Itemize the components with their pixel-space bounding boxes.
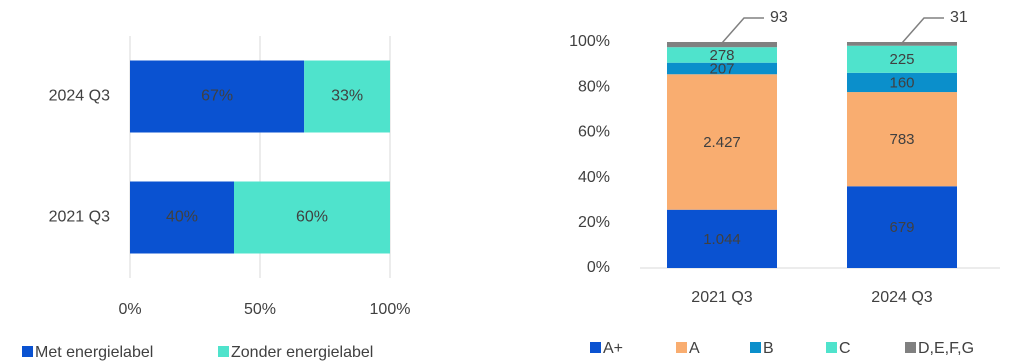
legend-marker: [590, 342, 601, 353]
data-label: 783: [889, 131, 914, 148]
x-tick-label: 2021 Q3: [691, 289, 752, 306]
bar-segment: [667, 209, 777, 268]
data-label: 278: [709, 47, 734, 64]
bar-segment: [847, 72, 957, 93]
leader-line: [901, 17, 944, 44]
data-label: 93: [770, 9, 788, 26]
data-label: 2.427: [703, 134, 741, 151]
data-label: 207: [709, 60, 734, 77]
bar-segment: [667, 42, 777, 48]
leader-line: [721, 17, 764, 44]
data-label: 60%: [296, 209, 328, 226]
legend-marker: [218, 346, 229, 357]
data-label: 67%: [201, 88, 233, 105]
bar-segment: [234, 181, 390, 254]
bar-segment: [847, 186, 957, 268]
bar-segment: [847, 42, 957, 46]
x-tick-label: 2024 Q3: [871, 289, 932, 306]
data-label: 40%: [166, 209, 198, 226]
y-tick-label: 40%: [578, 169, 610, 186]
y-tick-label: 2021 Q3: [49, 209, 110, 226]
legend-marker: [750, 342, 761, 353]
x-tick-label: 50%: [244, 301, 276, 318]
bar-segment: [847, 45, 957, 73]
legend-label: B: [763, 340, 774, 357]
bar-segment: [667, 62, 777, 75]
legend-label: C: [839, 340, 851, 357]
data-label: 225: [889, 51, 914, 68]
legend-label: Met energielabel: [35, 344, 153, 361]
legend-label: A: [689, 340, 700, 357]
y-tick-label: 100%: [569, 33, 610, 50]
x-tick-label: 0%: [118, 301, 141, 318]
bar-segment: [667, 47, 777, 63]
bar-segment: [130, 181, 234, 254]
legend-marker: [676, 342, 687, 353]
data-label: 160: [889, 74, 914, 91]
data-label: 679: [889, 219, 914, 236]
y-tick-label: 80%: [578, 78, 610, 95]
y-tick-label: 60%: [578, 124, 610, 141]
x-tick-label: 100%: [370, 301, 411, 318]
legend-marker: [905, 342, 916, 353]
y-tick-label: 20%: [578, 214, 610, 231]
bar-segment: [847, 92, 957, 187]
bar-segment: [304, 60, 390, 133]
y-tick-label: 2024 Q3: [49, 88, 110, 105]
bar-segment: [130, 60, 305, 133]
legend-marker: [22, 346, 33, 357]
legend-label: Zonder energielabel: [231, 344, 373, 361]
bar-segment: [667, 74, 777, 210]
legend-label: A+: [603, 340, 623, 357]
data-label: 31: [950, 9, 968, 26]
legend-label: D,E,F,G: [918, 340, 974, 357]
data-label: 1.044: [703, 231, 741, 248]
data-label: 33%: [331, 88, 363, 105]
legend-marker: [826, 342, 837, 353]
y-tick-label: 0%: [587, 259, 610, 276]
